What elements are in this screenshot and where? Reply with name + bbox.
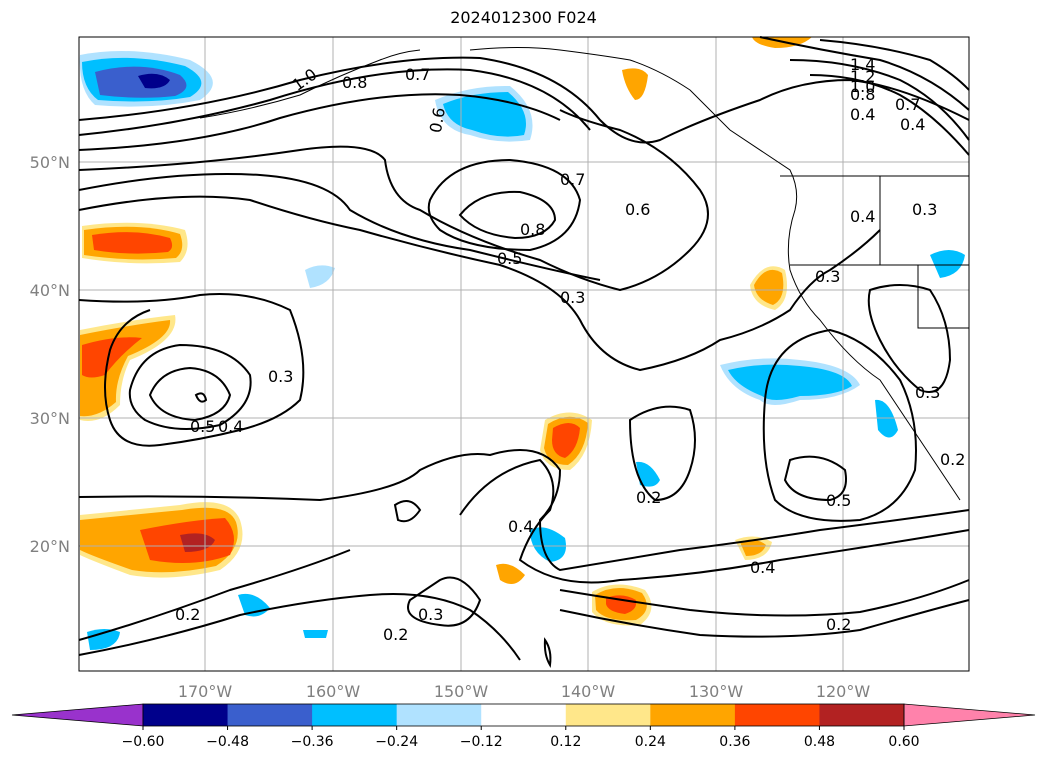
lat-tick-label: 30°N	[30, 409, 70, 428]
negative-anomaly-area	[87, 629, 120, 650]
contour-label: 0.4	[508, 517, 533, 536]
contour-label: 0.8	[342, 73, 367, 92]
colorbar-tick-label: −0.36	[291, 734, 334, 750]
colorbar-tick-label: −0.24	[375, 734, 418, 750]
positive-anomaly-area	[180, 533, 215, 552]
contour-label: 0.5	[190, 417, 215, 436]
contour-label: 0.3	[268, 367, 293, 386]
contour-label: 1.0	[850, 77, 875, 96]
colorbar-labels: −0.60 −0.48 −0.36 −0.24 −0.12 0.12 0.24 0.36 0.4…	[122, 726, 920, 750]
positive-anomaly-area	[82, 337, 142, 378]
contour-label: 1.2	[850, 67, 875, 86]
lat-tick-label: 20°N	[30, 537, 70, 556]
contour-lines	[78, 36, 970, 668]
negative-anomaly-area	[303, 630, 328, 638]
lon-tick-label: 160°W	[306, 682, 361, 701]
contour-label: 0.6	[426, 106, 449, 134]
colorbar-tick-label: 0.48	[804, 734, 835, 750]
contour-label: 0.6	[625, 200, 650, 219]
contour-label: 0.4	[850, 105, 875, 124]
colorbar-segment	[650, 704, 736, 726]
negative-anomaly-area	[138, 73, 170, 89]
contour-label-group: 1.0 0.8 0.7 1.4 1.2 1.0 0.8 0.4 0.7 0.6 …	[175, 55, 965, 644]
colorbar-segment	[227, 704, 313, 726]
colorbar-tick-label: −0.12	[460, 734, 503, 750]
latitude-labels: 50°N 40°N 30°N 20°N	[30, 153, 70, 556]
lat-tick-label: 50°N	[30, 153, 70, 172]
lon-tick-label: 120°W	[816, 682, 871, 701]
colorbar-tick-label: 0.12	[550, 734, 581, 750]
map-title: 2024012300 F024	[450, 8, 597, 27]
contour-label: 0.8	[520, 220, 545, 239]
colorbar-tick-label: 0.24	[635, 734, 666, 750]
negative-anomaly-area	[95, 66, 187, 98]
contour-label: 0.3	[912, 200, 937, 219]
positive-anomaly-area	[740, 539, 766, 556]
contour-label: 0.4	[900, 115, 925, 134]
contour-label: 0.2	[383, 625, 408, 644]
lon-tick-label: 150°W	[434, 682, 489, 701]
negative-anomaly-area	[530, 527, 566, 562]
positive-anomaly-area	[552, 423, 580, 458]
negative-anomaly-area	[636, 461, 660, 487]
negative-anomaly-area	[728, 364, 852, 400]
colorbar-tick-label: −0.48	[206, 734, 249, 750]
shaded-anomalies	[79, 37, 965, 650]
lon-tick-label: 170°W	[178, 682, 233, 701]
colorbar-segment	[143, 704, 229, 726]
colorbar-extend-left	[11, 703, 144, 727]
positive-anomaly-area	[622, 68, 648, 100]
lon-tick-label: 130°W	[689, 682, 744, 701]
longitude-labels: 170°W 160°W 150°W 140°W 130°W 120°W	[178, 682, 871, 701]
positive-anomaly-area	[754, 269, 784, 305]
contour-label: 0.3	[915, 383, 940, 402]
lat-tick-label: 40°N	[30, 281, 70, 300]
contour-label: 0.4	[218, 417, 243, 436]
contour-label: 0.2	[940, 450, 965, 469]
contour-label: 0.2	[826, 615, 851, 634]
contour-label: 0.7	[560, 170, 585, 189]
negative-anomaly-area	[443, 92, 526, 137]
colorbar-segment	[481, 704, 567, 726]
lon-tick-label: 140°W	[561, 682, 616, 701]
contour-label: 0.2	[175, 605, 200, 624]
colorbar-segment	[565, 704, 651, 726]
negative-anomaly-area	[930, 250, 965, 278]
colorbar-segment	[396, 704, 482, 726]
colorbar-tick-label: 0.60	[888, 734, 919, 750]
map-frame	[78, 36, 970, 672]
colorbar-tick-label: 0.36	[719, 734, 750, 750]
contour-label: 0.5	[826, 491, 851, 510]
colorbar	[11, 703, 1036, 727]
contour-label: 0.5	[497, 249, 522, 268]
colorbar-border	[142, 703, 905, 727]
contour-label: 0.4	[850, 207, 875, 226]
colorbar-segment	[734, 704, 820, 726]
contour-label: 0.8	[850, 85, 875, 104]
contour-label: 0.3	[418, 605, 443, 624]
contour-label: 0.2	[636, 488, 661, 507]
positive-anomaly-area	[496, 563, 525, 584]
negative-anomaly-area	[875, 399, 898, 438]
contour-label: 1.4	[850, 55, 875, 74]
contour-label: 0.7	[895, 95, 920, 114]
contour-label: 0.4	[750, 558, 775, 577]
colorbar-extend-right	[903, 703, 1036, 727]
colorbar-segment	[819, 704, 905, 726]
coastlines	[199, 47, 969, 501]
negative-anomaly-area	[305, 265, 335, 288]
contour-label: 0.7	[405, 65, 430, 84]
contour-label: 0.3	[815, 267, 840, 286]
colorbar-segment	[312, 704, 398, 726]
colorbar-tick-label: −0.60	[122, 734, 165, 750]
contour-label: 0.3	[560, 288, 585, 307]
positive-anomaly-area	[92, 232, 173, 254]
